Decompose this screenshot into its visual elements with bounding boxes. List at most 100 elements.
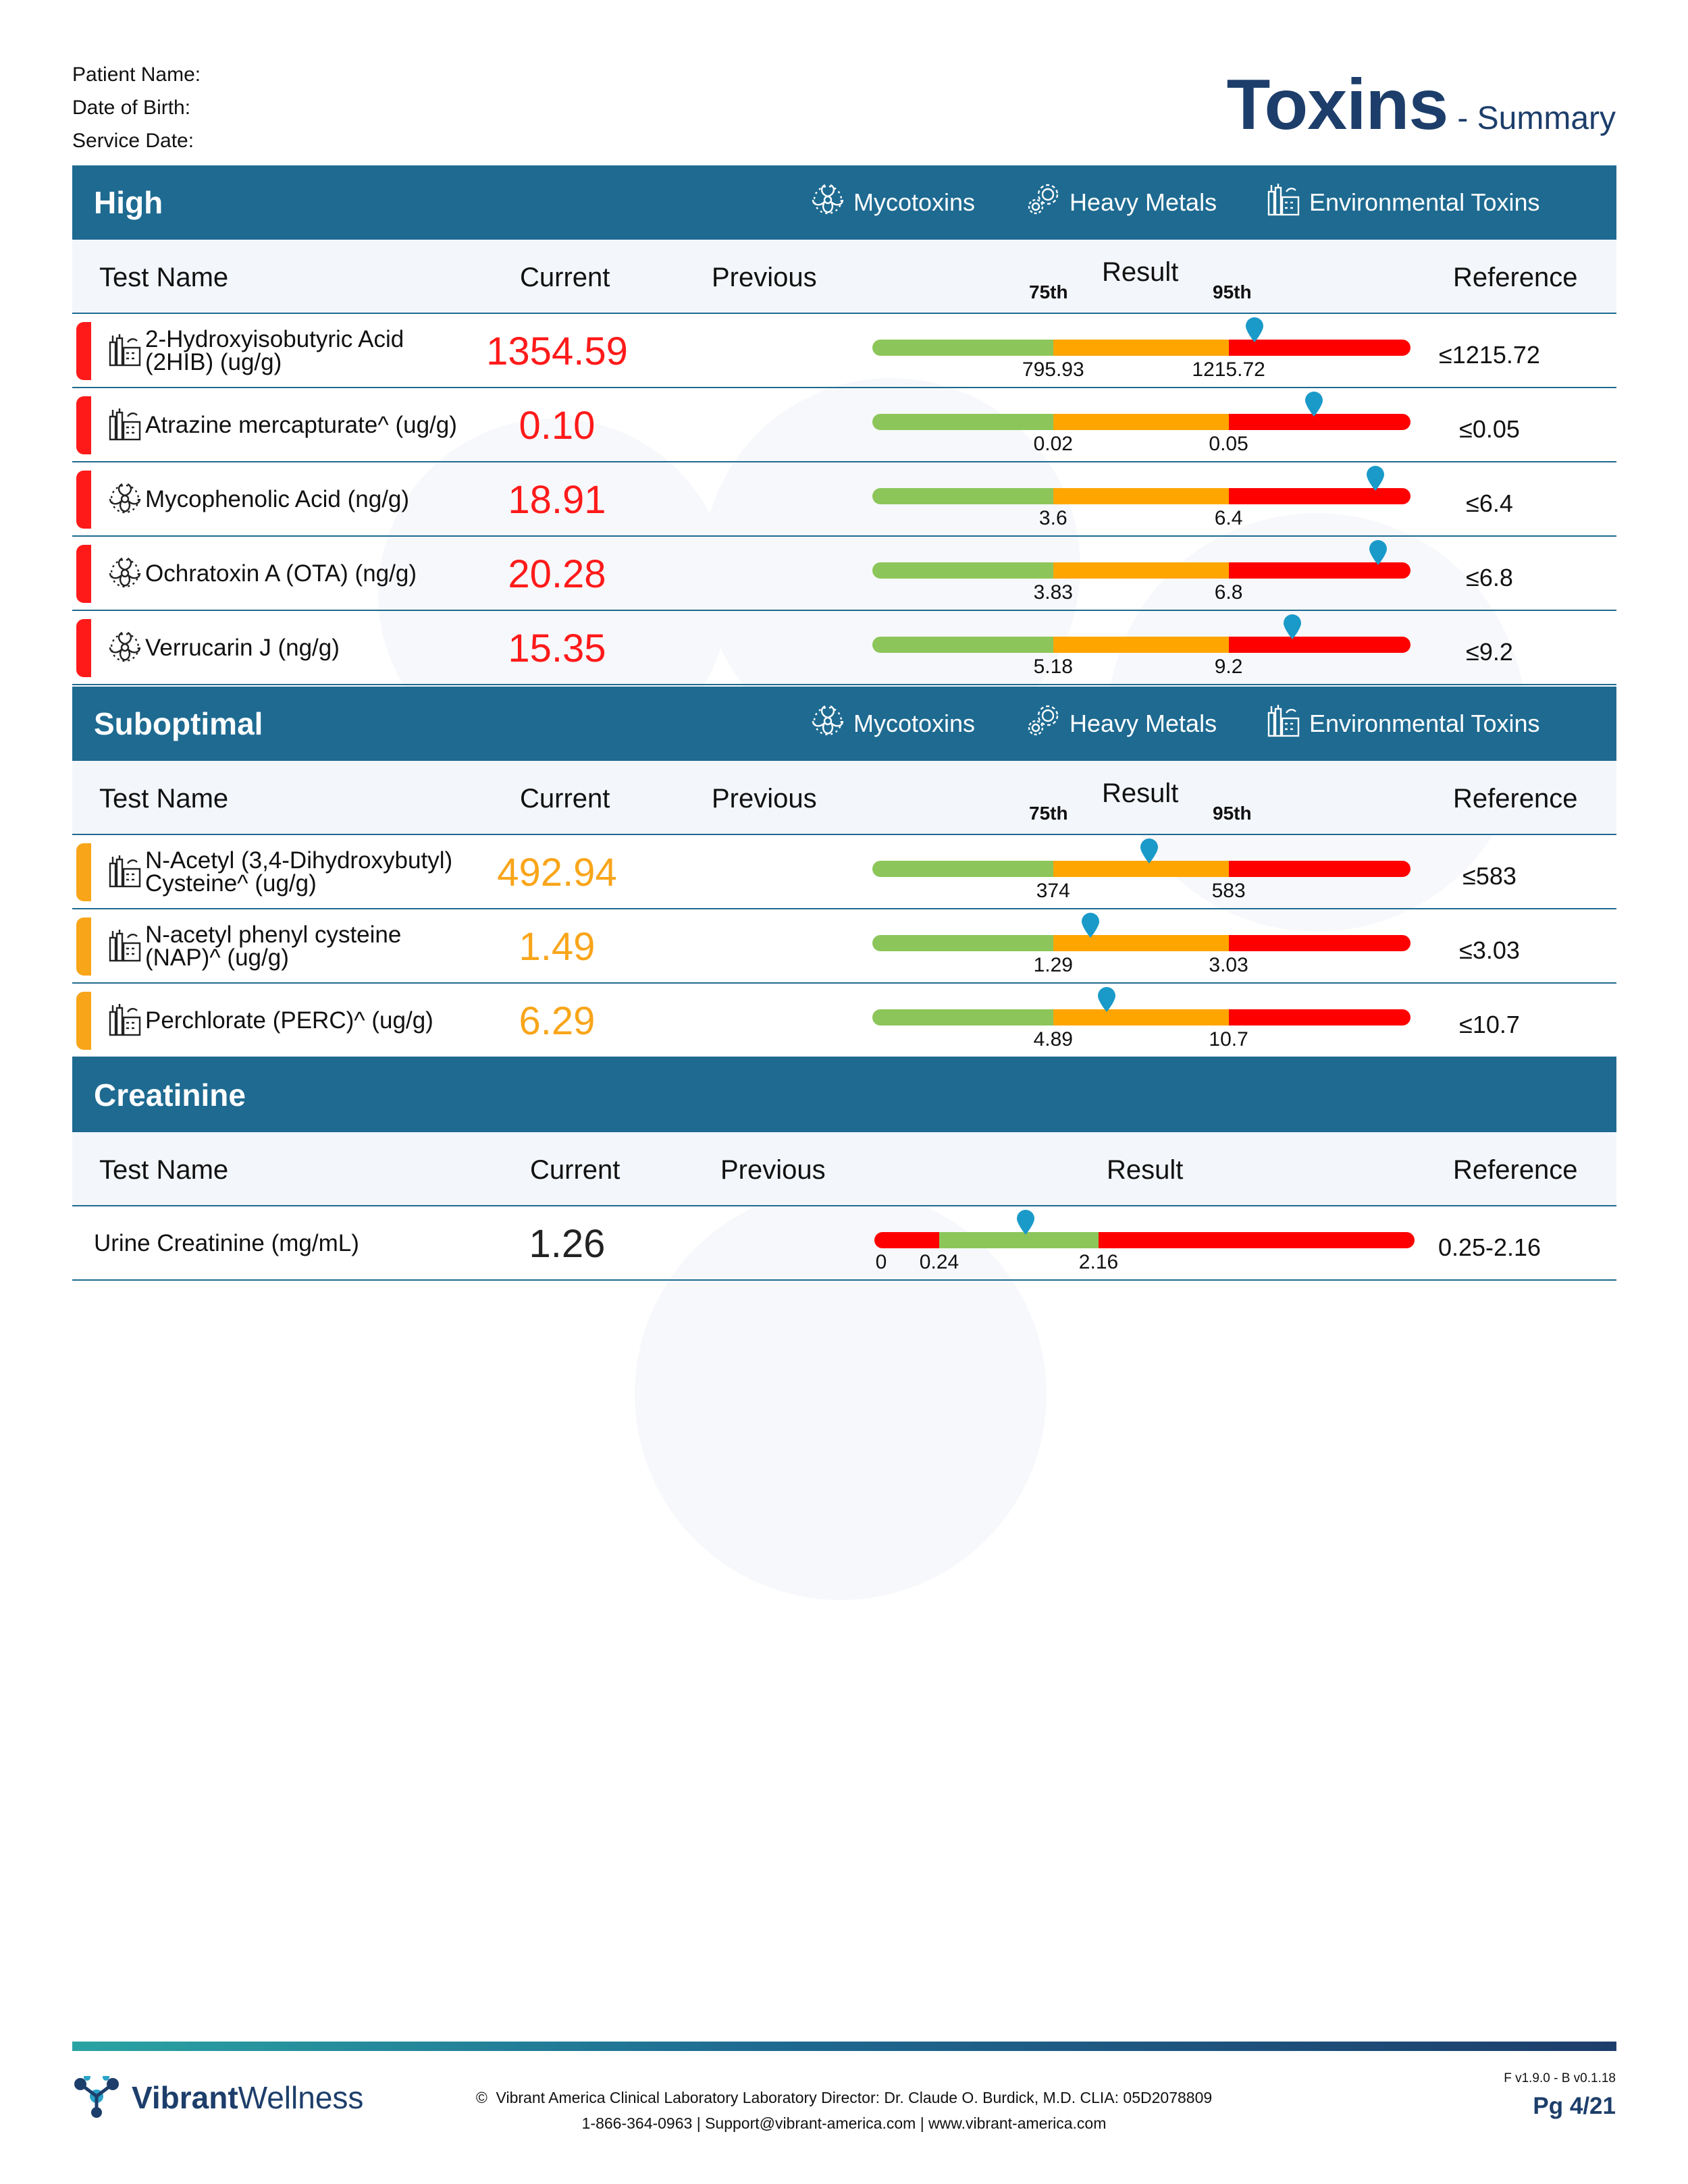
section-header: Creatinine xyxy=(72,1058,1616,1132)
legend-environmental: Environmental Toxins xyxy=(1266,165,1540,240)
col-95th: 95th xyxy=(1213,282,1252,302)
tick-75th: 4.89 xyxy=(1033,1028,1073,1050)
tick-95th: 10.7 xyxy=(1209,1028,1248,1050)
mycotoxin-icon xyxy=(107,481,142,516)
section-creatinine: Creatinine Test Name Current Previous Re… xyxy=(72,1058,1616,1281)
current-value: 492.94 xyxy=(497,851,617,895)
bar-optimal-segment xyxy=(872,488,1053,504)
heavy-metals-icon xyxy=(1026,182,1070,223)
result-row: Perchlorate (PERC)^ (ug/g) 6.29 4.89 10.… xyxy=(72,984,1616,1058)
tick-75th: 0.02 xyxy=(1033,433,1073,455)
tick-95th: 1215.72 xyxy=(1192,358,1265,381)
tick-75th: 1.29 xyxy=(1033,954,1073,976)
status-flag xyxy=(76,396,91,454)
current-value: 18.91 xyxy=(508,478,606,522)
mycotoxin-icon xyxy=(810,182,853,223)
result-marker xyxy=(1365,465,1386,492)
status-flag xyxy=(76,619,91,677)
result-bar xyxy=(872,562,1410,579)
section-header: Suboptimal Mycotoxins Heavy Metals Envir… xyxy=(72,687,1616,761)
tick-95th: 3.03 xyxy=(1209,954,1248,976)
test-name: Ochratoxin A (OTA) (ng/g) xyxy=(145,560,417,587)
environmental-icon xyxy=(107,407,142,442)
section-high: High Mycotoxins Heavy Metals Environment… xyxy=(72,165,1616,685)
result-bar xyxy=(872,488,1410,504)
result-row: N-acetyl phenyl cysteine (NAP)^ (ug/g) 1… xyxy=(72,909,1616,984)
patient-name-label: Patient Name: xyxy=(72,63,201,86)
footer-version: F v1.9.0 - B v0.1.18 xyxy=(1504,2071,1616,2085)
bar-optimal-segment xyxy=(872,861,1053,877)
service-date-label: Service Date: xyxy=(72,130,194,152)
bar-high-segment xyxy=(1228,861,1410,877)
title-sub: - Summary xyxy=(1457,101,1616,136)
reference-value: ≤6.8 xyxy=(1466,564,1513,591)
status-flag xyxy=(76,322,91,380)
bar-optimal-segment xyxy=(872,414,1053,430)
brand-name: VibrantWellness xyxy=(132,2080,364,2115)
bar-optimal-segment xyxy=(872,340,1053,356)
column-header-row: Test Name Current Previous Result Refere… xyxy=(72,240,1616,314)
col-result: Result xyxy=(1107,1155,1184,1185)
tick-low: 0.24 xyxy=(919,1251,959,1273)
environmental-icon xyxy=(107,333,142,368)
result-bar xyxy=(872,414,1410,430)
environmental-icon xyxy=(107,1003,142,1038)
mycotoxin-icon xyxy=(810,703,853,745)
result-marker xyxy=(1080,912,1101,939)
bar-75-95-segment xyxy=(1053,861,1229,877)
result-row: Mycophenolic Acid (ng/g) 18.91 3.6 6.4 ≤… xyxy=(72,462,1616,537)
result-marker-icon xyxy=(1140,838,1159,863)
tick-95th: 0.05 xyxy=(1209,433,1248,455)
col-result: Result xyxy=(1102,257,1179,287)
tick-95th: 583 xyxy=(1211,880,1246,902)
column-header-row: Test Name Current Previous Result Refere… xyxy=(72,761,1616,835)
col-reference: Reference xyxy=(1453,784,1578,814)
bar-75-95-segment xyxy=(1053,488,1229,504)
bar-optimal-segment xyxy=(872,562,1053,579)
tick-95th: 6.8 xyxy=(1214,581,1243,604)
mycotoxin-icon xyxy=(107,556,142,591)
current-value: 20.28 xyxy=(508,552,606,596)
current-value: 0.10 xyxy=(519,404,596,448)
patient-info: Patient Name: Date of Birth: Service Dat… xyxy=(72,58,201,157)
col-previous: Previous xyxy=(712,784,817,814)
result-bar xyxy=(872,861,1410,877)
footer-line2: 1-866-364-0963 | Support@vibrant-america… xyxy=(581,2114,1107,2132)
result-marker-icon xyxy=(1304,392,1323,417)
result-row: Urine Creatinine (mg/mL) 1.26 0 0.24 2.1… xyxy=(72,1206,1616,1281)
test-name: 2-Hydroxyisobutyric Acid (2HIB) (ug/g) xyxy=(145,326,404,375)
status-flag xyxy=(76,917,91,976)
result-marker-icon xyxy=(1081,913,1099,938)
legend-environmental-label: Environmental Toxins xyxy=(1309,188,1540,216)
title-main: Toxins xyxy=(1226,65,1449,144)
result-marker-icon xyxy=(1097,987,1115,1012)
bar-high-segment xyxy=(1228,414,1410,430)
bar-high-segment xyxy=(1228,637,1410,653)
test-name: Mycophenolic Acid (ng/g) xyxy=(145,486,410,512)
result-marker-icon xyxy=(1017,1210,1034,1235)
result-row: Verrucarin J (ng/g) 15.35 5.18 9.2 ≤9.2 xyxy=(72,611,1616,685)
environmental-icon xyxy=(107,928,142,963)
col-current: Current xyxy=(520,784,610,814)
reference-value: ≤10.7 xyxy=(1459,1011,1520,1038)
reference-value: ≤3.03 xyxy=(1459,936,1520,964)
bar-75-95-segment xyxy=(1053,562,1229,579)
col-75th: 75th xyxy=(1029,803,1068,824)
reference-value: ≤0.05 xyxy=(1459,415,1520,443)
col-previous: Previous xyxy=(712,263,817,292)
status-flag xyxy=(76,471,91,529)
heavy-metals-icon xyxy=(1026,703,1070,745)
brand-logo: VibrantWellness xyxy=(72,2076,363,2119)
current-value: 6.29 xyxy=(519,999,596,1043)
bar-75-95-segment xyxy=(1053,1009,1229,1026)
bar-low-segment xyxy=(874,1232,939,1248)
result-row: 2-Hydroxyisobutyric Acid (2HIB) (ug/g) 1… xyxy=(72,314,1616,388)
reference-value: 0.25-2.16 xyxy=(1438,1233,1541,1261)
legend-environmental-label: Environmental Toxins xyxy=(1309,710,1540,737)
footer-gradient-line xyxy=(72,2042,1616,2051)
col-95th: 95th xyxy=(1213,803,1252,824)
result-bar xyxy=(874,1232,1415,1248)
test-name: N-acetyl phenyl cysteine (NAP)^ (ug/g) xyxy=(145,922,402,971)
col-current: Current xyxy=(520,263,610,292)
